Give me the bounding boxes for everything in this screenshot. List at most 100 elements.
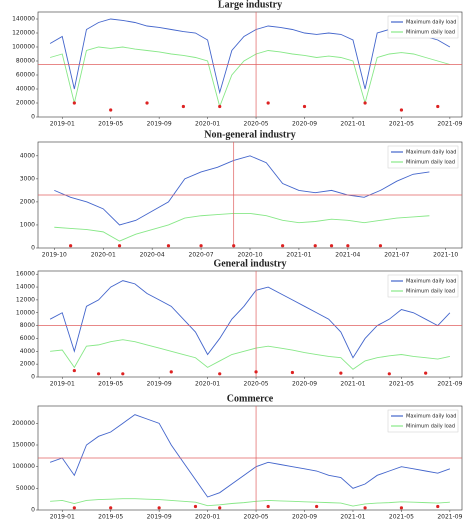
x-tick-label: 2021-01 [340,121,365,128]
y-tick-label: 0 [31,507,35,514]
y-tick-label: 80000 [16,58,35,65]
x-tick-label: 2021-04 [335,252,360,259]
anomaly-marker [315,504,319,509]
chart-title: General industry [213,258,286,269]
y-tick-label: 140000 [12,16,35,23]
plot-frame [37,270,463,378]
anomaly-marker [109,108,113,112]
anomaly-marker [302,104,307,109]
x-tick-label: 2021-09 [437,514,462,521]
anomaly-marker [281,244,285,248]
x-tick-label: 2020-09 [292,514,317,521]
anomaly-marker [117,244,122,248]
x-tick-label: 2021-09 [437,121,462,128]
y-tick-label: 8000 [20,322,35,329]
legend-box [387,15,459,39]
series-line [49,18,451,95]
anomaly-marker [96,372,101,376]
y-tick-label: 100000 [12,463,35,470]
anomaly-marker [193,504,198,509]
x-tick-label: 2021-01 [286,252,311,259]
anomaly-marker [169,370,173,374]
x-tick-label: 2019-01 [50,514,75,521]
legend-box [387,274,459,298]
x-tick-label: 2019-05 [98,514,123,521]
anomaly-marker [72,101,76,105]
x-tick-label: 2020-05 [244,381,269,388]
y-tick-label: 50000 [16,485,35,492]
anomaly-marker [313,244,317,248]
y-tick-label: 200000 [12,420,35,427]
y-tick-label: 150000 [12,442,35,449]
anomaly-marker [199,244,203,248]
y-tick-label: 60000 [16,72,35,79]
x-tick-label: 2019-09 [147,381,172,388]
anomaly-marker [254,370,258,374]
anomaly-marker [266,101,270,105]
legend-box [387,145,459,169]
x-tick-label: 2020-07 [189,252,214,259]
anomaly-marker [232,244,236,248]
x-tick-label: 2020-04 [140,252,165,259]
y-tick-label: 6000 [20,335,35,342]
x-tick-label: 2019-05 [98,381,123,388]
anomaly-marker [218,104,222,109]
x-tick-label: 2021-10 [433,252,458,259]
legend-label: Minimum daily load [406,289,455,295]
series-line [54,155,430,226]
x-tick-label: 2021-01 [340,381,365,388]
x-tick-label: 2020-09 [292,121,317,128]
x-tick-label: 2020-01 [195,381,220,388]
x-tick-label: 2020-01 [91,252,116,259]
legend-label: Maximum daily load [406,279,456,285]
y-tick-label: 3000 [20,175,35,182]
x-tick-label: 2019-01 [50,381,75,388]
legend-label: Minimum daily load [406,424,455,430]
y-tick-label: 4000 [20,152,35,159]
anomaly-marker [339,371,343,375]
y-tick-label: 100000 [12,44,35,51]
x-tick-label: 2021-01 [340,514,365,521]
anomaly-marker [157,506,161,510]
chart-title: Commerce [227,393,274,404]
legend-label: Minimum daily load [406,160,455,166]
anomaly-marker [399,506,404,510]
y-tick-label: 0 [31,374,35,381]
x-tick-label: 2021-05 [389,121,414,128]
series-line [50,498,450,507]
x-tick-label: 2019-01 [50,121,75,128]
anomaly-marker [399,108,404,112]
y-tick-label: 1000 [20,221,35,228]
anomaly-marker [218,506,222,510]
y-tick-label: 14000 [16,284,35,291]
y-tick-label: 40000 [16,86,35,93]
x-tick-label: 2019-09 [147,514,172,521]
anomaly-marker [72,368,76,373]
x-tick-label: 2021-05 [389,514,414,521]
y-tick-label: 12000 [16,296,35,303]
chart-title: Non-general industry [204,129,295,140]
anomaly-marker [436,104,440,109]
series-line [50,339,450,370]
legend-box [387,409,459,433]
anomaly-marker [72,506,76,510]
series-line [54,212,430,242]
y-tick-label: 4000 [20,348,35,355]
x-tick-label: 2020-01 [195,121,220,128]
anomaly-marker [266,504,270,509]
legend-label: Maximum daily load [406,414,456,420]
anomaly-marker [363,506,367,510]
anomaly-marker [329,244,334,248]
legend-label: Minimum daily load [406,30,455,36]
anomaly-marker [145,101,149,105]
x-tick-label: 2020-01 [195,514,220,521]
x-tick-label: 2019-05 [98,121,123,128]
anomaly-marker [346,244,350,248]
anomaly-marker [166,244,171,248]
x-tick-label: 2019-10 [42,252,67,259]
chart-title: Large industry [218,0,282,10]
x-tick-label: 2020-09 [292,381,317,388]
legend-label: Maximum daily load [406,150,456,156]
anomaly-marker [436,504,440,509]
